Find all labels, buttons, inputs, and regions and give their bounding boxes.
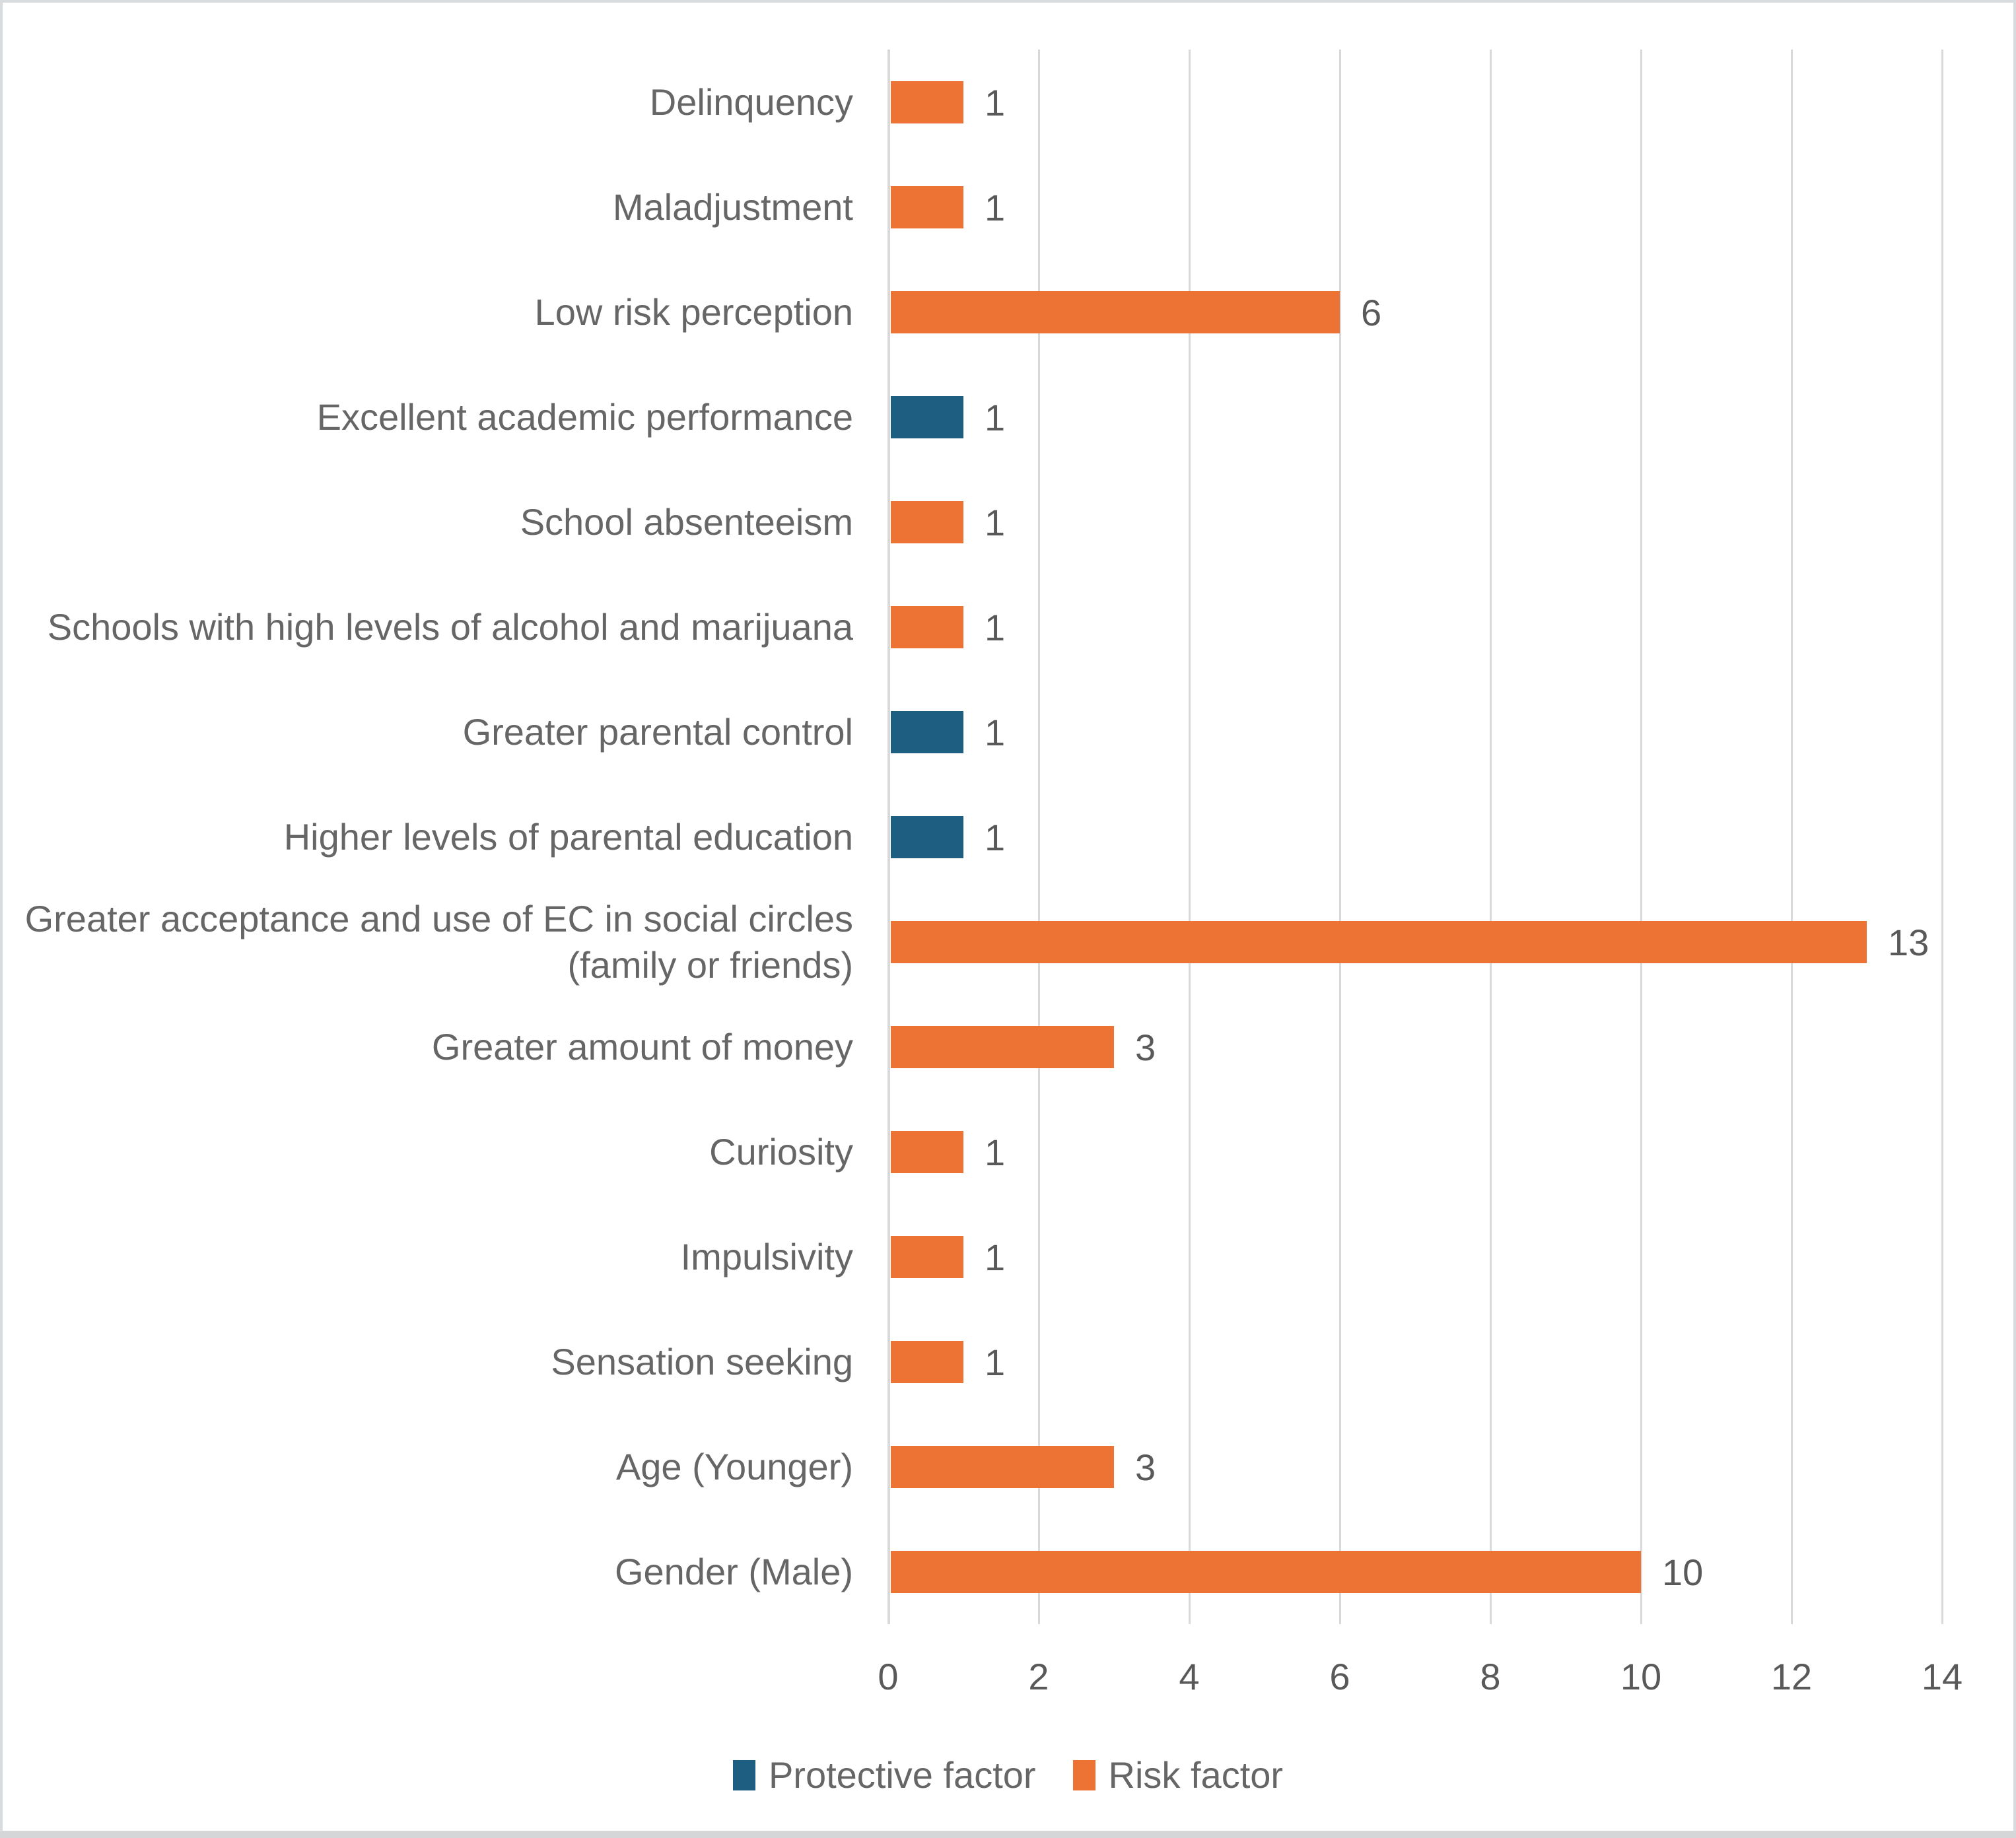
bar-data-label: 1: [985, 1236, 1006, 1278]
bar-data-label: 1: [985, 606, 1006, 648]
category-label: Age (Younger): [615, 1445, 853, 1487]
bar-data-label: 3: [1135, 1446, 1156, 1488]
risk-factor-bar[interactable]: [891, 921, 1867, 963]
category-label: Greater amount of money: [431, 1025, 853, 1068]
bar-data-label: 13: [1888, 921, 1929, 963]
bar-data-label: 1: [985, 816, 1006, 858]
bar-row: 1: [888, 154, 1942, 259]
x-axis-tick-label-4: 4: [1179, 1656, 1200, 1697]
category-label: Schools with high levels of alcohol and …: [47, 605, 853, 648]
bar-row: 1: [888, 1309, 1942, 1414]
bar-row: 6: [888, 259, 1942, 364]
risk-factor-bar[interactable]: [891, 1236, 963, 1278]
bar-row: 1: [888, 50, 1942, 154]
bar-row: 1: [888, 469, 1942, 574]
bar-data-label: 1: [985, 711, 1006, 753]
bar-data-label: 1: [985, 396, 1006, 438]
risk-factor-bar[interactable]: [891, 1446, 1114, 1488]
y-axis-line: [887, 50, 890, 1624]
bar-data-label: 3: [1135, 1026, 1156, 1068]
category-axis-labels: Delinquency Maladjustment Low risk percept…: [13, 50, 853, 1624]
chart-border-bottom: [0, 1831, 2016, 1838]
category-label: School absenteeism: [520, 500, 853, 543]
risk-factor-bar[interactable]: [891, 606, 963, 648]
bar-data-label: 1: [985, 186, 1006, 228]
risk-factor-bar[interactable]: [891, 291, 1340, 333]
bar-data-label: 1: [985, 81, 1006, 123]
bar-row: 13: [888, 889, 1942, 994]
risk-factor-bar[interactable]: [891, 1026, 1114, 1068]
x-axis-tick-label-6: 6: [1329, 1656, 1350, 1697]
risk-factor-bar[interactable]: [891, 501, 963, 543]
bar-data-label: 1: [985, 1131, 1006, 1173]
bar-data-label: 6: [1361, 291, 1382, 333]
category-label: Excellent academic performance: [316, 395, 853, 438]
bar-row: 3: [888, 994, 1942, 1099]
risk-factor-bar[interactable]: [891, 186, 963, 228]
bar-row: 10: [888, 1519, 1942, 1624]
protective-factor-bar[interactable]: [891, 711, 963, 753]
legend-label-protective-factor: Protective factor: [768, 1754, 1036, 1796]
bar-row: 1: [888, 1099, 1942, 1204]
protective-factor-swatch-icon: [732, 1759, 755, 1790]
bar-row: 1: [888, 679, 1942, 784]
x-axis-tick-label-2: 2: [1028, 1656, 1049, 1697]
category-label: Sensation seeking: [551, 1340, 853, 1382]
plot-area: 1 1 6 1 1 1 1 1 13 3 1 1 1 3 10: [887, 50, 1943, 1624]
risk-factor-bar[interactable]: [891, 81, 963, 123]
x-axis-tick-label-0: 0: [878, 1656, 899, 1697]
category-label: Maladjustment: [612, 186, 853, 228]
risk-factor-bar[interactable]: [891, 1131, 963, 1173]
bar-row: 3: [888, 1414, 1942, 1519]
protective-factor-bar[interactable]: [891, 396, 963, 438]
category-label: Greater acceptance and use of EC in soci…: [24, 897, 853, 986]
gridline-6: [1339, 50, 1341, 1624]
category-label: Gender (Male): [614, 1550, 853, 1592]
legend-label-risk-factor: Risk factor: [1108, 1754, 1284, 1796]
bar-data-label: 1: [985, 1341, 1006, 1383]
category-label: Higher levels of parental education: [283, 815, 853, 858]
category-label: Curiosity: [709, 1130, 853, 1173]
risk-factor-bar[interactable]: [891, 1341, 963, 1383]
category-label: Low risk perception: [534, 290, 853, 333]
bar-row: 1: [888, 784, 1942, 889]
protective-factor-bar[interactable]: [891, 816, 963, 858]
gridline-10: [1640, 50, 1642, 1624]
bar-data-label: 1: [985, 501, 1006, 543]
legend-item-risk-factor[interactable]: Risk factor: [1072, 1753, 1284, 1796]
x-axis-tick-label-12: 12: [1770, 1656, 1813, 1697]
chart-border-top: [0, 0, 2016, 3]
chart-border-left: [0, 0, 3, 1838]
category-label: Greater parental control: [462, 710, 853, 753]
category-label: Delinquency: [649, 81, 853, 123]
category-label: Impulsivity: [680, 1235, 853, 1277]
gridline-2: [1038, 50, 1040, 1624]
x-axis-tick-label-8: 8: [1480, 1656, 1501, 1697]
bar-data-label: 10: [1662, 1551, 1704, 1593]
risk-factor-swatch-icon: [1072, 1759, 1095, 1790]
gridline-14: [1941, 50, 1943, 1624]
gridline-12: [1791, 50, 1793, 1624]
legend: Protective factor Risk factor: [0, 1753, 2016, 1796]
legend-item-protective-factor[interactable]: Protective factor: [732, 1753, 1036, 1796]
bar-row: 1: [888, 364, 1942, 469]
chart-border-right: [2013, 0, 2016, 1838]
gridline-8: [1490, 50, 1492, 1624]
bar-row: 1: [888, 574, 1942, 679]
x-axis-tick-label-14: 14: [1921, 1656, 1963, 1697]
gridline-4: [1189, 50, 1191, 1624]
risk-factor-bar[interactable]: [891, 1551, 1641, 1593]
x-axis-tick-label-10: 10: [1620, 1656, 1662, 1697]
bar-row: 1: [888, 1204, 1942, 1309]
